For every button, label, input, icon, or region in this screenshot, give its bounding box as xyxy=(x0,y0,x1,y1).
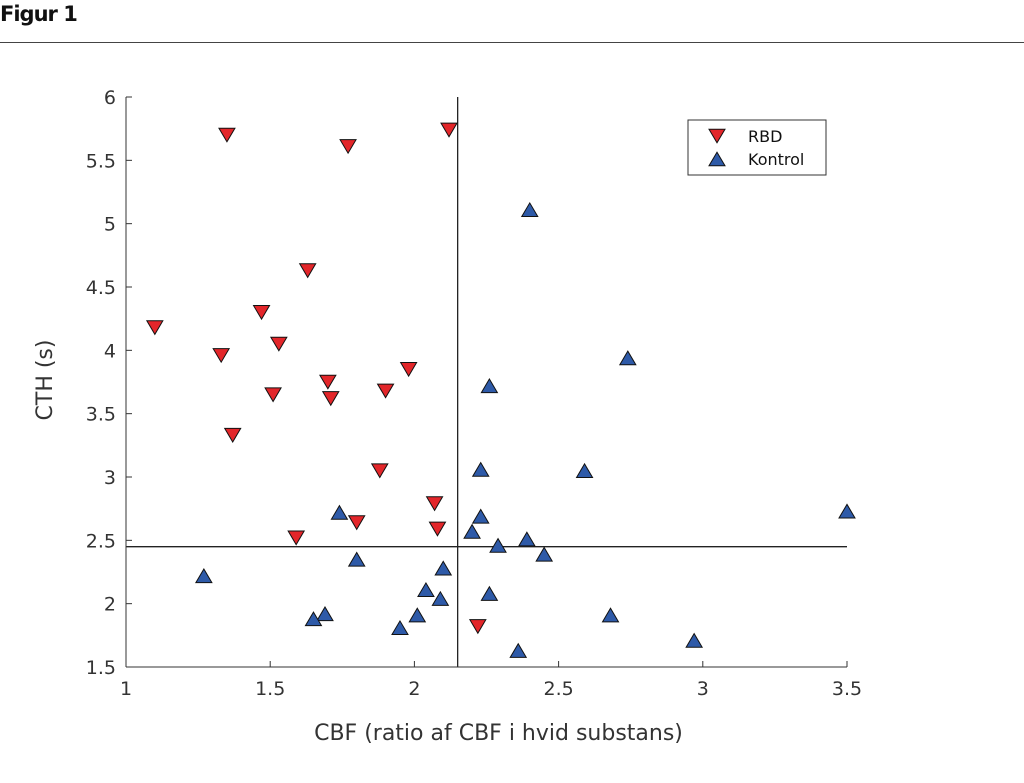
rbd-point xyxy=(319,374,337,390)
y-tick-label: 2.5 xyxy=(86,530,116,552)
y-tick-label: 2 xyxy=(104,594,116,616)
y-tick-label: 6 xyxy=(104,87,116,109)
kontrol-point xyxy=(408,607,427,623)
rbd-point xyxy=(440,122,458,138)
kontrol-point xyxy=(391,619,409,636)
rbd-point xyxy=(428,521,447,537)
kontrol-point xyxy=(347,551,366,567)
kontrol-legend-label: Kontrol xyxy=(748,150,804,169)
y-tick-label: 4 xyxy=(104,340,116,362)
rbd-point xyxy=(218,127,236,143)
y-tick-label: 5.5 xyxy=(86,150,116,172)
kontrol-point xyxy=(316,606,334,622)
kontrol-point xyxy=(838,503,856,519)
kontrol-point xyxy=(471,508,490,524)
x-tick-label: 3.5 xyxy=(832,678,862,700)
rbd-point xyxy=(321,391,340,407)
data-points xyxy=(145,122,856,658)
y-tick-label: 3 xyxy=(104,467,116,489)
axes: 1 1.5 2 2.5 3 3.51.522.533.544.555.56 xyxy=(86,87,862,700)
rbd-point xyxy=(339,139,357,155)
rbd-point xyxy=(376,383,395,399)
kontrol-point xyxy=(434,560,453,576)
rbd-point xyxy=(347,515,366,531)
y-tick-label: 1.5 xyxy=(86,657,116,679)
y-tick-label: 4.5 xyxy=(86,277,116,299)
kontrol-point xyxy=(575,462,594,478)
kontrol-point xyxy=(417,581,435,598)
kontrol-legend-marker xyxy=(708,151,726,167)
kontrol-point xyxy=(304,611,323,627)
x-tick-label: 2.5 xyxy=(543,678,573,700)
y-tick-label: 5 xyxy=(104,214,116,236)
kontrol-point xyxy=(463,523,481,539)
reference-lines xyxy=(126,97,847,667)
rbd-point xyxy=(269,336,288,352)
kontrol-point xyxy=(601,607,620,623)
kontrol-point xyxy=(480,585,499,601)
kontrol-point xyxy=(330,504,349,520)
kontrol-point xyxy=(535,546,554,562)
rbd-point xyxy=(425,496,444,512)
header-divider xyxy=(0,42,1024,43)
rbd-legend-marker xyxy=(708,128,726,144)
rbd-point xyxy=(399,362,418,378)
x-tick-label: 1 xyxy=(120,678,132,700)
rbd-point xyxy=(468,619,487,635)
kontrol-point xyxy=(480,378,499,394)
figure-header: Figur 1 xyxy=(0,0,1024,44)
kontrol-point xyxy=(194,568,213,584)
kontrol-point xyxy=(431,590,450,606)
x-axis-title: CBF (ratio af CBF i hvid substans) xyxy=(314,721,683,746)
kontrol-point xyxy=(471,461,490,477)
rbd-point xyxy=(370,463,389,479)
rbd-point xyxy=(252,305,271,321)
x-tick-label: 3 xyxy=(697,678,709,700)
figure-title: Figur 1 xyxy=(0,2,78,26)
rbd-point xyxy=(287,530,306,546)
y-tick-label: 3.5 xyxy=(86,404,116,426)
rbd-point xyxy=(223,427,242,443)
kontrol-point xyxy=(489,537,507,553)
x-tick-label: 2 xyxy=(408,678,420,700)
kontrol-point xyxy=(518,531,536,547)
kontrol-point xyxy=(520,201,539,218)
kontrol-point xyxy=(509,642,528,658)
legend: RBD Kontrol xyxy=(687,119,827,176)
x-tick-label: 1.5 xyxy=(255,678,285,700)
rbd-point xyxy=(145,320,164,336)
rbd-point xyxy=(212,348,231,364)
rbd-point xyxy=(264,387,282,403)
kontrol-point xyxy=(685,632,704,648)
kontrol-point xyxy=(618,350,637,366)
rbd-legend-label: RBD xyxy=(748,127,782,146)
y-axis-title: CTH (s) xyxy=(33,340,58,421)
rbd-point xyxy=(298,263,317,279)
